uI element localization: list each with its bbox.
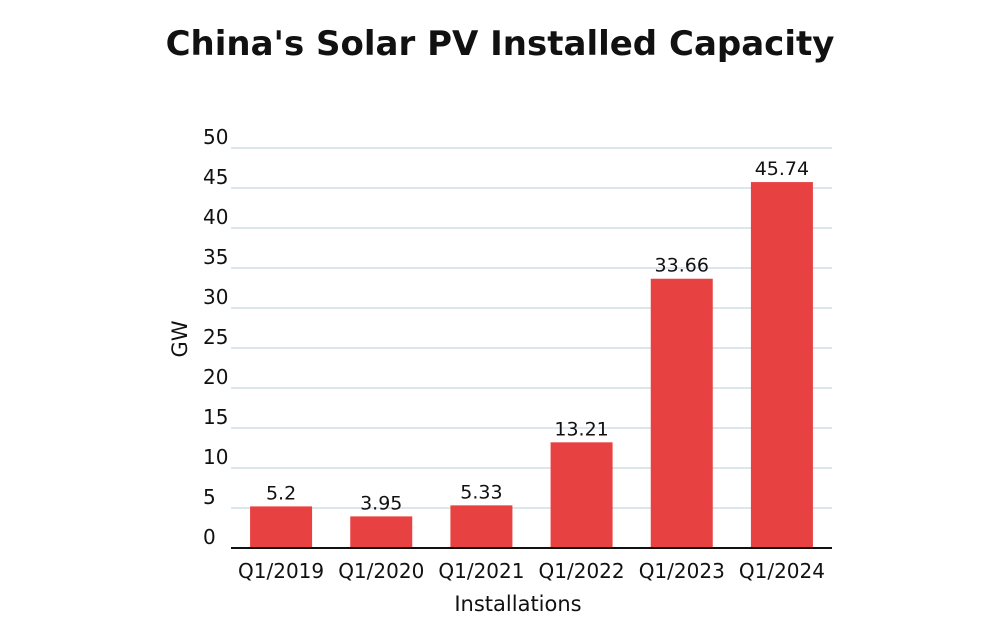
x-axis-label: Installations xyxy=(454,592,581,616)
data-label: 3.95 xyxy=(360,492,402,514)
chart-title: China's Solar PV Installed Capacity xyxy=(165,24,835,64)
data-label: 45.74 xyxy=(755,158,809,180)
x-tick-label: Q1/2024 xyxy=(739,559,825,583)
y-tick-label: 15 xyxy=(203,405,228,429)
x-tick-label: Q1/2019 xyxy=(238,559,324,583)
y-tick-label: 40 xyxy=(203,205,228,229)
y-tick-label: 20 xyxy=(203,365,228,389)
data-label: 33.66 xyxy=(655,255,709,277)
gridlines xyxy=(231,147,832,509)
x-tick-label: Q1/2021 xyxy=(438,559,524,583)
y-tick-label: 0 xyxy=(203,525,216,549)
bar xyxy=(550,442,613,548)
x-tick-label: Q1/2022 xyxy=(539,559,625,583)
y-tick-label: 5 xyxy=(203,485,216,509)
bar xyxy=(650,278,713,548)
data-label: 5.33 xyxy=(460,481,502,503)
x-tick-label: Q1/2020 xyxy=(338,559,424,583)
bar xyxy=(350,516,413,548)
y-tick-label: 35 xyxy=(203,245,228,269)
y-tick-label: 10 xyxy=(203,445,228,469)
y-tick-label: 50 xyxy=(203,125,228,149)
y-tick-label: 45 xyxy=(203,165,228,189)
y-axis-label: GW xyxy=(168,320,192,357)
y-tick-labels: 0 5 10 15 20 25 30 35 40 45 50 xyxy=(203,125,228,549)
bar xyxy=(750,182,813,548)
y-tick-label: 25 xyxy=(203,325,228,349)
y-tick-label: 30 xyxy=(203,285,228,309)
data-label: 5.2 xyxy=(266,482,296,504)
data-labels: 5.2 3.95 5.33 13.21 33.66 45.74 xyxy=(266,158,809,514)
data-label: 13.21 xyxy=(554,418,608,440)
bar xyxy=(250,506,313,548)
bar xyxy=(450,505,513,548)
x-tick-labels: Q1/2019 Q1/2020 Q1/2021 Q1/2022 Q1/2023 Q1/20… xyxy=(238,559,825,583)
bars xyxy=(250,182,813,548)
x-tick-label: Q1/2023 xyxy=(639,559,725,583)
